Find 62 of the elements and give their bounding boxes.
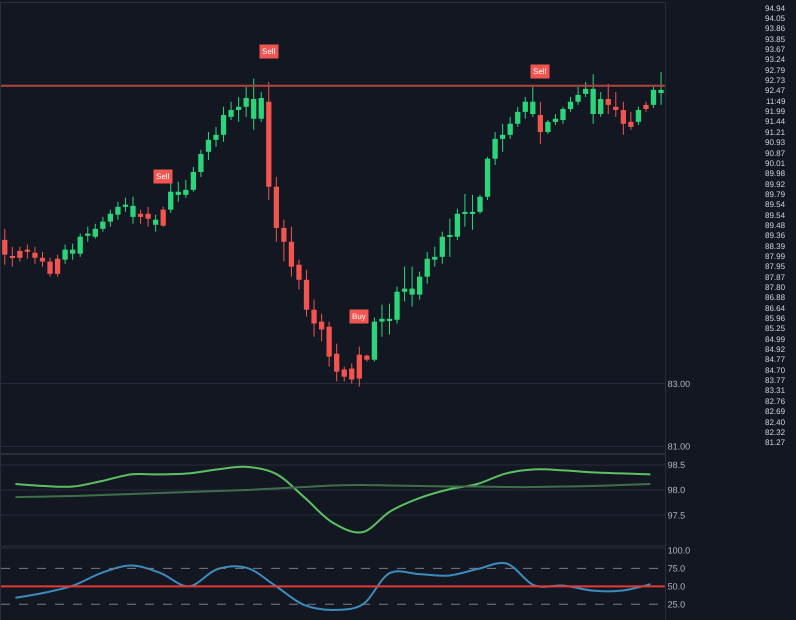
text: Sell bbox=[533, 67, 546, 76]
candlestick bbox=[176, 181, 181, 202]
text: 82.40 bbox=[765, 418, 786, 427]
text: 87.80 bbox=[765, 283, 786, 292]
text: 92.79 bbox=[765, 66, 786, 75]
y-tick-label: 97.5 bbox=[668, 510, 686, 520]
text: 84.70 bbox=[765, 366, 786, 375]
text: 90.87 bbox=[765, 149, 786, 158]
line-series bbox=[14, 466, 652, 534]
text: 91.21 bbox=[765, 128, 786, 137]
text: 89.92 bbox=[765, 180, 786, 189]
text: 85.25 bbox=[765, 324, 786, 333]
text: 86.64 bbox=[765, 304, 786, 313]
text: 91.44 bbox=[765, 117, 786, 126]
text: 82.69 bbox=[765, 407, 786, 416]
text: 91.99 bbox=[765, 107, 786, 116]
text: 93.67 bbox=[765, 45, 786, 54]
text: 84.77 bbox=[765, 355, 786, 364]
candlestick bbox=[85, 226, 90, 242]
y-tick-label: 83.00 bbox=[668, 378, 690, 389]
y-tick-label: 81.00 bbox=[668, 442, 690, 452]
text: 87.95 bbox=[765, 262, 786, 271]
text: 84.92 bbox=[765, 345, 786, 354]
text: 82.32 bbox=[765, 428, 786, 437]
text: 84.99 bbox=[765, 335, 786, 344]
line-series bbox=[14, 562, 652, 611]
y-tick-label: 50.0 bbox=[668, 581, 686, 592]
text: 88.39 bbox=[765, 242, 786, 251]
text: 93.86 bbox=[765, 24, 786, 33]
text: Sell bbox=[262, 47, 276, 56]
text: 89.98 bbox=[765, 169, 786, 178]
y-tick-label: 75.0 bbox=[668, 564, 686, 574]
y-tick-label: 98.0 bbox=[668, 485, 686, 496]
text: 93.24 bbox=[765, 55, 786, 64]
text: 85.96 bbox=[765, 314, 786, 323]
text: 89.54 bbox=[765, 200, 786, 209]
text: 89.36 bbox=[765, 231, 786, 240]
text: Sell bbox=[156, 172, 170, 181]
text: 11:49 bbox=[766, 97, 786, 106]
text: 94.05 bbox=[765, 14, 786, 23]
text: 82.76 bbox=[765, 397, 786, 406]
text: 94.94 bbox=[765, 4, 786, 13]
y-tick-label: 25.0 bbox=[668, 599, 686, 610]
line-series bbox=[14, 482, 652, 498]
y-tick-label: 100.0 bbox=[668, 546, 690, 556]
text: Buy bbox=[352, 312, 366, 321]
text: 90.01 bbox=[765, 159, 786, 168]
text: 92.73 bbox=[765, 76, 786, 85]
text: 87.99 bbox=[765, 252, 786, 261]
text: 83.77 bbox=[765, 376, 786, 385]
text: 89.79 bbox=[765, 190, 786, 199]
text: 93.85 bbox=[765, 35, 786, 44]
text: 90.93 bbox=[765, 138, 786, 147]
text: 87.87 bbox=[765, 273, 786, 282]
text: 81.27 bbox=[765, 438, 786, 447]
text: 89.54 bbox=[765, 211, 786, 220]
y-tick-label: 98.5 bbox=[668, 460, 686, 470]
text: 86.88 bbox=[765, 293, 786, 302]
text: 92.47 bbox=[765, 86, 786, 95]
candlestick bbox=[153, 214, 158, 232]
text: 89.48 bbox=[765, 221, 786, 230]
text: 83.31 bbox=[765, 386, 786, 395]
